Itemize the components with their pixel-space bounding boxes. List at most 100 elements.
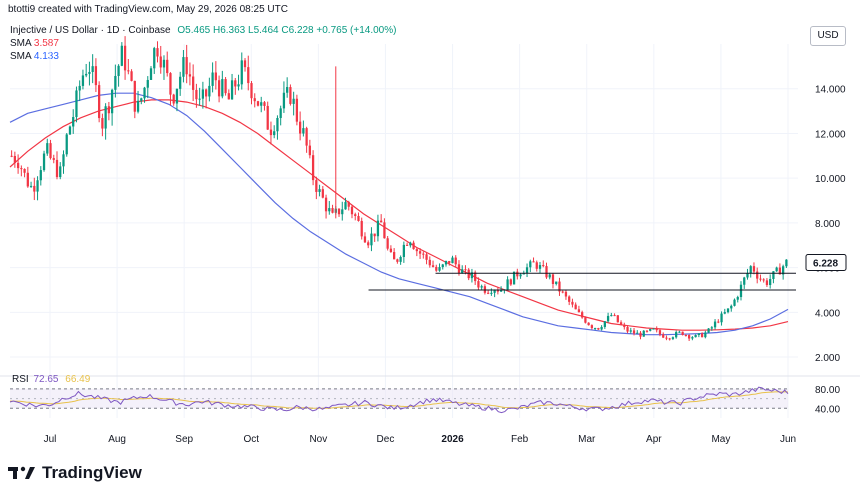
candle-body (548, 274, 551, 278)
candle-body (273, 131, 276, 136)
candle-body (561, 291, 564, 293)
candle-body (23, 168, 26, 173)
y-tick-label: 4.000 (815, 308, 840, 319)
candle-body (133, 80, 136, 112)
candle-body (269, 129, 273, 136)
candle-body (39, 170, 42, 181)
candle-body (681, 331, 684, 335)
candle-body (431, 265, 435, 267)
rsi-label: RSI (12, 374, 29, 385)
candle-body (525, 267, 529, 274)
candle-body (600, 326, 603, 330)
x-tick-label: Jul (44, 434, 57, 445)
candle-body (529, 261, 532, 268)
candle-body (263, 102, 266, 106)
candle-body (311, 155, 315, 181)
candle-body (551, 274, 555, 284)
candle-body (389, 248, 393, 253)
x-tick-label: Oct (243, 434, 259, 445)
candle-body (153, 48, 156, 69)
tradingview-logo: TradingView (8, 463, 142, 483)
sma-blue-line (9, 92, 789, 336)
candle-body (292, 98, 295, 104)
candle-body (318, 189, 321, 192)
candle-body (684, 334, 688, 336)
candle-body (574, 304, 577, 310)
candle-body (613, 315, 616, 317)
ohlc-values: O5.465 H6.363 L5.464 C6.228 +0.765 (+14.… (177, 25, 397, 36)
candle-body (581, 312, 584, 318)
candle-body (337, 208, 341, 215)
candle-body (396, 259, 399, 262)
candle-body (516, 271, 519, 277)
candle-body (185, 57, 188, 75)
candle-body (555, 281, 558, 284)
sma-red-series (9, 99, 789, 331)
candle-body (298, 121, 302, 134)
candle-body (626, 327, 629, 332)
candle-body (461, 269, 464, 274)
candle-body (49, 143, 52, 159)
candle-body (159, 56, 162, 68)
candle-body (98, 85, 101, 119)
candle-body (441, 264, 444, 268)
candle-body (545, 266, 548, 278)
candle-body (146, 79, 149, 88)
candle-body (619, 322, 623, 325)
last-price-label: 6.228 (813, 259, 838, 270)
candle-body (214, 72, 217, 81)
candle-body (94, 66, 98, 86)
x-tick-label: Jun (780, 434, 796, 445)
candle-body (188, 74, 192, 77)
candle-body (522, 273, 525, 275)
candle-body (29, 185, 33, 187)
candle-body (182, 57, 185, 77)
symbol-label[interactable]: Injective / US Dollar · 1D · Coinbase (10, 25, 171, 36)
tradingview-logo-icon (8, 466, 35, 479)
candle-body (743, 277, 746, 285)
candle-body (717, 321, 720, 323)
candle-body (730, 305, 733, 309)
currency-button[interactable]: USD (810, 26, 846, 46)
candle-body (726, 308, 730, 313)
candle-body (785, 259, 788, 267)
x-tick-label: May (711, 434, 730, 445)
candle-body (10, 155, 13, 157)
x-tick-label: Nov (309, 434, 327, 445)
rsi-tick-label: 80.00 (815, 385, 840, 396)
candle-body (402, 244, 405, 257)
candle-body (444, 260, 448, 265)
candle-body (616, 315, 619, 323)
candle-body (665, 337, 668, 339)
candle-body (114, 75, 117, 90)
candle-body (710, 327, 713, 329)
candle-body (632, 330, 636, 334)
candle-body (376, 220, 380, 237)
candle-body (422, 253, 425, 255)
candle-body (571, 301, 574, 305)
x-tick-label: Mar (578, 434, 596, 445)
candle-body (691, 337, 694, 339)
candle-body (172, 94, 175, 104)
candle-body (386, 238, 389, 249)
candle-body (78, 85, 81, 91)
candle-body (217, 80, 221, 97)
candle-body (308, 145, 311, 156)
candle-body (166, 59, 169, 74)
candle-body (642, 330, 645, 337)
candle-body (499, 290, 503, 292)
candle-body (409, 242, 412, 246)
candle-body (700, 333, 704, 338)
candle-body (697, 333, 700, 335)
candle-body (538, 265, 542, 269)
candle-body (636, 332, 639, 334)
candle-body (678, 331, 681, 333)
x-tick-label: Sep (175, 434, 193, 445)
candle-body (428, 259, 431, 266)
candle-body (117, 65, 120, 76)
candle-body (81, 75, 85, 86)
candle-body (149, 68, 153, 80)
sma-blue-series (9, 92, 789, 336)
candle-body (645, 330, 649, 332)
